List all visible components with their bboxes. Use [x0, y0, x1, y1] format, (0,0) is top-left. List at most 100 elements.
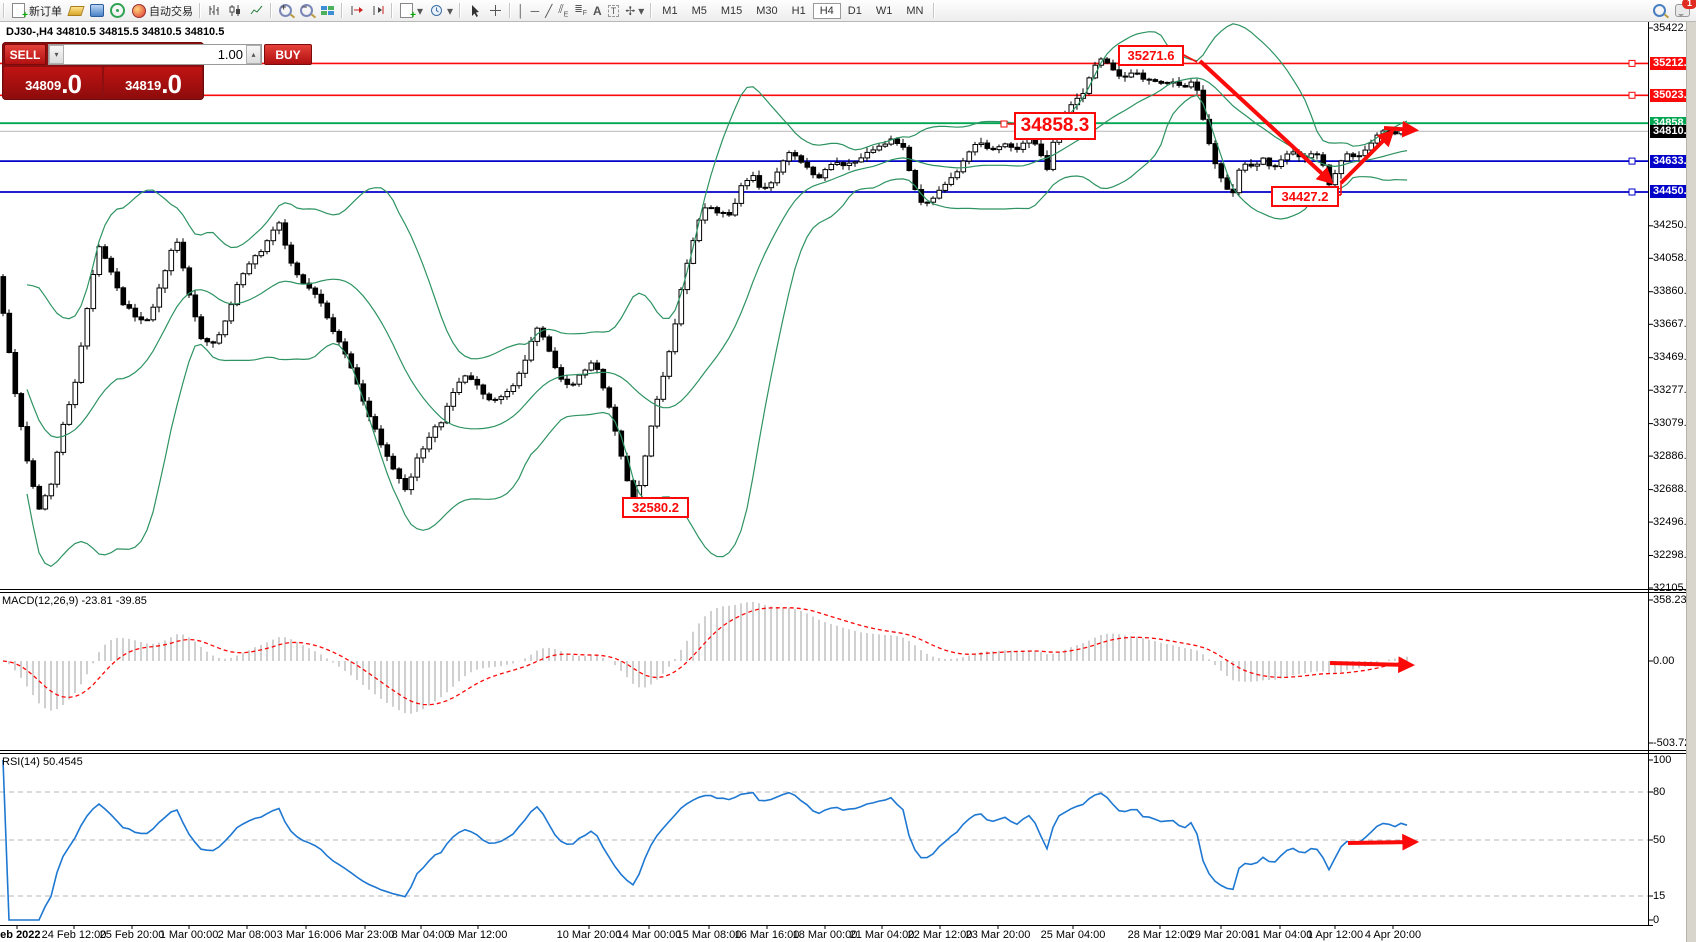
sell-price[interactable]: 34809 .0 — [4, 67, 102, 98]
toolbar: + 新订单 自动交易 + − + ▾ ▾ │ ─ ╱ ⫽E ≣F A T — [0, 0, 1696, 22]
volume-increase-button[interactable]: ▴ — [246, 45, 261, 64]
deposit-button[interactable] — [65, 2, 86, 20]
price-annotation[interactable]: 32580.2 — [622, 497, 689, 518]
candlestick-chart-button[interactable] — [225, 2, 246, 20]
time-axis-label: 28 Mar 12:00 — [1127, 929, 1193, 941]
history-center-button[interactable] — [86, 2, 107, 20]
rsi-axis-label: 15 — [1653, 889, 1666, 902]
chart-shift-icon — [370, 3, 385, 18]
tab-mn[interactable]: MN — [906, 4, 924, 17]
notification-badge: 1 — [1682, 0, 1696, 9]
tab-w1[interactable]: W1 — [875, 4, 893, 17]
time-axis-label: 4 Apr 20:00 — [1364, 929, 1422, 941]
time-axis-label: 21 Mar 04:00 — [849, 929, 915, 941]
zoom-in-icon: + — [278, 3, 293, 18]
candlestick-chart-icon — [228, 3, 243, 18]
horizontal-line-tool[interactable]: ─ — [530, 3, 540, 18]
buy-price[interactable]: 34819 .0 — [104, 67, 202, 98]
text-tool[interactable]: A — [593, 3, 602, 18]
price-annotation[interactable]: 34427.2 — [1271, 186, 1339, 207]
toolbar-separator — [3, 3, 5, 18]
text-label-tool[interactable]: T — [605, 2, 623, 20]
search-icon[interactable] — [1652, 3, 1667, 18]
crosshair-tool[interactable] — [485, 2, 506, 20]
auto-scroll-button[interactable] — [346, 2, 367, 20]
rsi-axis-label: 100 — [1653, 753, 1672, 766]
zoom-out-button[interactable]: − — [296, 2, 317, 20]
zoom-in-button[interactable]: + — [275, 2, 296, 20]
time-axis-label: 10 Mar 20:00 — [556, 929, 622, 941]
tab-d1[interactable]: D1 — [847, 4, 862, 17]
tab-m30[interactable]: M30 — [756, 4, 778, 17]
tab-h4[interactable]: H4 — [812, 2, 841, 19]
macd-axis-label: -503.72 — [1653, 736, 1691, 749]
macd-axis-label: 358.23 — [1653, 593, 1687, 606]
new-chart-icon: + — [399, 3, 416, 21]
buy-button[interactable]: BUY — [264, 44, 312, 65]
chart-shift-button[interactable] — [367, 2, 388, 20]
autotrading-label: 自动交易 — [149, 5, 193, 18]
tab-m5[interactable]: M5 — [691, 4, 707, 17]
time-axis-label: 1 Apr 12:00 — [1306, 929, 1364, 941]
new-order-icon: + — [11, 3, 28, 21]
time-axis-label: 18 Mar 00:00 — [792, 929, 858, 941]
tile-windows-button[interactable] — [317, 2, 338, 20]
tab-h1[interactable]: H1 — [791, 4, 806, 17]
time-axis-label: 15 Mar 08:00 — [676, 929, 742, 941]
price-annotation[interactable]: 34858.3 — [1014, 112, 1096, 140]
time-axis-label: 8 Mar 04:00 — [391, 929, 451, 941]
tab-m1[interactable]: M1 — [662, 4, 678, 17]
price-axis-label: 32298.0 — [1653, 548, 1693, 561]
new-order-button[interactable]: + 新订单 — [8, 2, 65, 21]
new-order-label: 新订单 — [29, 5, 62, 18]
price-axis-label: 33277.0 — [1653, 383, 1693, 396]
trendline-tool[interactable]: ╱ — [545, 3, 553, 18]
cursor-icon — [467, 3, 482, 18]
volume-decrease-button[interactable]: ▾ — [49, 45, 64, 64]
time-axis-label: 23 Mar 20:00 — [965, 929, 1031, 941]
signal-icon — [110, 3, 125, 18]
vertical-line-tool[interactable]: │ — [517, 3, 525, 18]
tile-windows-icon — [320, 3, 335, 18]
time-axis-label: 14 Mar 00:00 — [616, 929, 682, 941]
fibonacci-tool[interactable]: ≣F — [574, 4, 588, 17]
toolbar-separator — [459, 3, 462, 18]
sell-button[interactable]: SELL — [4, 44, 46, 65]
time-axis-label: 22 Mar 12:00 — [907, 929, 973, 941]
price-axis-label: 35422.0 — [1653, 21, 1693, 34]
time-axis-label: 2 Mar 08:00 — [217, 929, 277, 941]
signals-button[interactable] — [107, 2, 128, 20]
time-axis-label: 24 Feb 12:00 — [41, 929, 107, 941]
monitor-icon — [89, 3, 104, 18]
channel-tool[interactable]: ⫽E — [558, 2, 569, 19]
price-axis-label: 32688.5 — [1653, 483, 1693, 496]
window-scroll-strip[interactable] — [1686, 21, 1696, 942]
toolbar-separator — [270, 3, 272, 18]
shapes-dropdown[interactable]: ✢ ▾ — [625, 3, 645, 18]
notifications-icon[interactable]: 1 — [1675, 0, 1696, 18]
time-axis-label: 29 Mar 20:00 — [1188, 929, 1254, 941]
price-annotation[interactable]: 35271.6 — [1118, 45, 1184, 66]
time-axis-label: 25 Mar 04:00 — [1040, 929, 1106, 941]
price-axis-label: 34250.5 — [1653, 219, 1693, 232]
time-axis-label: 9 Mar 12:00 — [448, 929, 508, 941]
time-axis-label: 25 Feb 20:00 — [99, 929, 165, 941]
bar-chart-icon — [207, 3, 222, 18]
bar-chart-button[interactable] — [204, 2, 225, 20]
price-line-label: 34810.5 — [1650, 124, 1696, 138]
cursor-tool[interactable] — [464, 2, 485, 20]
rsi-axis-label: 0 — [1653, 913, 1660, 926]
autotrading-button[interactable]: 自动交易 — [128, 2, 196, 20]
price-axis-label: 33079.0 — [1653, 417, 1693, 430]
rsi-axis-label: 80 — [1653, 785, 1666, 798]
toolbar-separator — [933, 3, 936, 18]
price-line-label: 34450.8 — [1650, 185, 1696, 199]
period-dropdown[interactable]: ▾ — [426, 2, 456, 20]
tab-m15[interactable]: M15 — [720, 4, 743, 17]
new-chart-dropdown[interactable]: + ▾ — [396, 2, 426, 21]
line-chart-button[interactable] — [246, 2, 267, 20]
volume-input[interactable] — [64, 45, 246, 64]
volume-stepper: ▾ ▴ — [48, 44, 262, 65]
